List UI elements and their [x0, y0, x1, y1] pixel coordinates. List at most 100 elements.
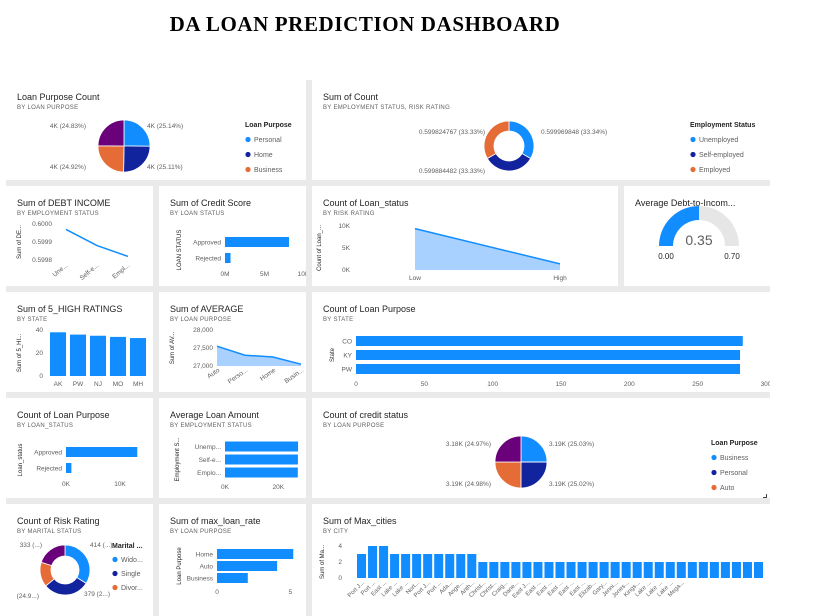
- x-tick-label: AK: [54, 381, 63, 388]
- bar[interactable]: [577, 562, 587, 578]
- focus-mode-handle[interactable]: [763, 494, 767, 498]
- pie-slice[interactable]: [483, 120, 510, 160]
- pie-slice[interactable]: [97, 119, 125, 147]
- bar[interactable]: [225, 441, 299, 452]
- tile-sum-debt-income[interactable]: Sum of DEBT INCOME BY EMPLOYMENT STATUS Su…: [6, 186, 153, 286]
- series-line[interactable]: [414, 227, 561, 265]
- bar[interactable]: [731, 562, 741, 578]
- tile-average-loan-amount[interactable]: Average Loan Amount BY EMPLOYMENT STATUS E…: [159, 398, 306, 498]
- bar[interactable]: [643, 562, 653, 578]
- bar[interactable]: [66, 447, 138, 457]
- data-label: 0.599969848 (33.34%): [541, 129, 607, 136]
- bar[interactable]: [368, 546, 378, 578]
- bar[interactable]: [610, 562, 620, 578]
- bar[interactable]: [632, 562, 642, 578]
- bar[interactable]: [390, 554, 400, 578]
- tile-count-loan-purpose-status[interactable]: Count of Loan Purpose BY LOAN_STATUS Loan_…: [6, 398, 153, 498]
- bar[interactable]: [434, 554, 444, 578]
- tile-loan-purpose-count[interactable]: Loan Purpose Count BY LOAN PURPOSE 4K (25.…: [6, 80, 306, 180]
- pie-slice[interactable]: [486, 152, 532, 172]
- page-title: DA LOAN PREDICTION DASHBOARD: [169, 12, 561, 36]
- pie-slice[interactable]: [494, 461, 522, 489]
- data-label: 414 (...): [90, 542, 112, 549]
- bar[interactable]: [225, 467, 298, 478]
- bar[interactable]: [500, 562, 510, 578]
- pie-slice[interactable]: [40, 544, 66, 567]
- bar[interactable]: [511, 562, 521, 578]
- bar[interactable]: [225, 237, 289, 247]
- bar[interactable]: [489, 562, 499, 578]
- tile-avg-debt-to-income[interactable]: Average Debt-to-Incom... 0.35 0.00 0.70: [624, 186, 770, 286]
- tile-sum-credit-score[interactable]: Sum of Credit Score BY LOAN STATUS LOAN ST…: [159, 186, 306, 286]
- bar[interactable]: [720, 562, 730, 578]
- bar[interactable]: [467, 554, 477, 578]
- bar[interactable]: [676, 562, 686, 578]
- pie-slice[interactable]: [494, 435, 522, 463]
- gauge-fill[interactable]: [659, 206, 699, 246]
- bar[interactable]: [742, 562, 752, 578]
- y-tick-label: 0.5998: [32, 257, 52, 264]
- bar[interactable]: [401, 554, 411, 578]
- bar[interactable]: [217, 573, 248, 583]
- bar[interactable]: [698, 562, 708, 578]
- bar[interactable]: [654, 562, 664, 578]
- bar[interactable]: [379, 546, 389, 578]
- y-axis-label: LOAN STATUS: [177, 230, 183, 271]
- bar[interactable]: [456, 554, 466, 578]
- bar[interactable]: [588, 562, 598, 578]
- bar[interactable]: [90, 335, 106, 376]
- y-tick-label: Business: [187, 575, 214, 582]
- bar[interactable]: [110, 336, 126, 376]
- bar[interactable]: [445, 554, 455, 578]
- pie-slice[interactable]: [508, 120, 535, 160]
- tile-count-credit-status[interactable]: Count of credit status BY LOAN PURPOSE 3.1…: [312, 398, 770, 498]
- bar[interactable]: [50, 332, 66, 376]
- pie-slice[interactable]: [520, 435, 548, 463]
- bar[interactable]: [412, 554, 422, 578]
- bar[interactable]: [130, 338, 146, 376]
- bar[interactable]: [533, 562, 543, 578]
- pie-slice[interactable]: [123, 145, 151, 173]
- tile-count-loan-status[interactable]: Count of Loan_status BY RISK RATING Count …: [312, 186, 618, 286]
- tile-sum-5-high-ratings[interactable]: Sum of 5_HIGH RATINGS BY STATE Sum of 5_HI…: [6, 292, 153, 392]
- bar[interactable]: [687, 562, 697, 578]
- tile-count-risk-rating[interactable]: Count of Risk Rating BY MARITAL STATUS 414…: [6, 504, 153, 616]
- bar[interactable]: [478, 562, 488, 578]
- tile-sum-max-cities[interactable]: Sum of Max_cities BY CITY Sum of Ma... 4 2 0 P…: [312, 504, 770, 616]
- bar[interactable]: [225, 253, 231, 263]
- x-tick-label: 0K: [62, 481, 71, 488]
- series-line[interactable]: [216, 345, 302, 365]
- tile-subtitle: BY STATE: [323, 317, 354, 323]
- bar[interactable]: [753, 562, 763, 578]
- bar[interactable]: [522, 562, 532, 578]
- bar[interactable]: [599, 562, 609, 578]
- legend-marker: [112, 570, 118, 577]
- pie-slice[interactable]: [123, 119, 151, 147]
- pie-slice[interactable]: [97, 145, 125, 173]
- bar[interactable]: [566, 562, 576, 578]
- bar[interactable]: [555, 562, 565, 578]
- tile-subtitle: BY LOAN PURPOSE: [170, 529, 232, 535]
- x-tick-label: MH: [133, 381, 143, 388]
- bar[interactable]: [621, 562, 631, 578]
- bar[interactable]: [709, 562, 719, 578]
- bar[interactable]: [217, 549, 294, 559]
- bar[interactable]: [665, 562, 675, 578]
- tile-count-loan-purpose-state[interactable]: Count of Loan Purpose BY STATE State CO KY PW…: [312, 292, 770, 392]
- bar[interactable]: [423, 554, 433, 578]
- bar[interactable]: [544, 562, 554, 578]
- pie-slice[interactable]: [520, 461, 548, 489]
- bar[interactable]: [217, 561, 278, 571]
- tile-sum-average[interactable]: Sum of AVERAGE BY LOAN PURPOSE Sum of AV..…: [159, 292, 306, 392]
- tile-sum-of-count[interactable]: Sum of Count BY EMPLOYMENT STATUS, RISK R…: [312, 80, 770, 180]
- bar[interactable]: [356, 364, 741, 374]
- tile-sum-max-loan-rate[interactable]: Sum of max_loan_rate BY LOAN PURPOSE Loan …: [159, 504, 306, 616]
- x-tick-label: PW: [73, 381, 84, 388]
- bar[interactable]: [357, 554, 367, 578]
- bar[interactable]: [66, 463, 72, 473]
- series-line[interactable]: [65, 228, 129, 258]
- bar[interactable]: [225, 454, 298, 465]
- bar[interactable]: [356, 336, 743, 346]
- bar[interactable]: [70, 334, 86, 376]
- bar[interactable]: [356, 350, 741, 360]
